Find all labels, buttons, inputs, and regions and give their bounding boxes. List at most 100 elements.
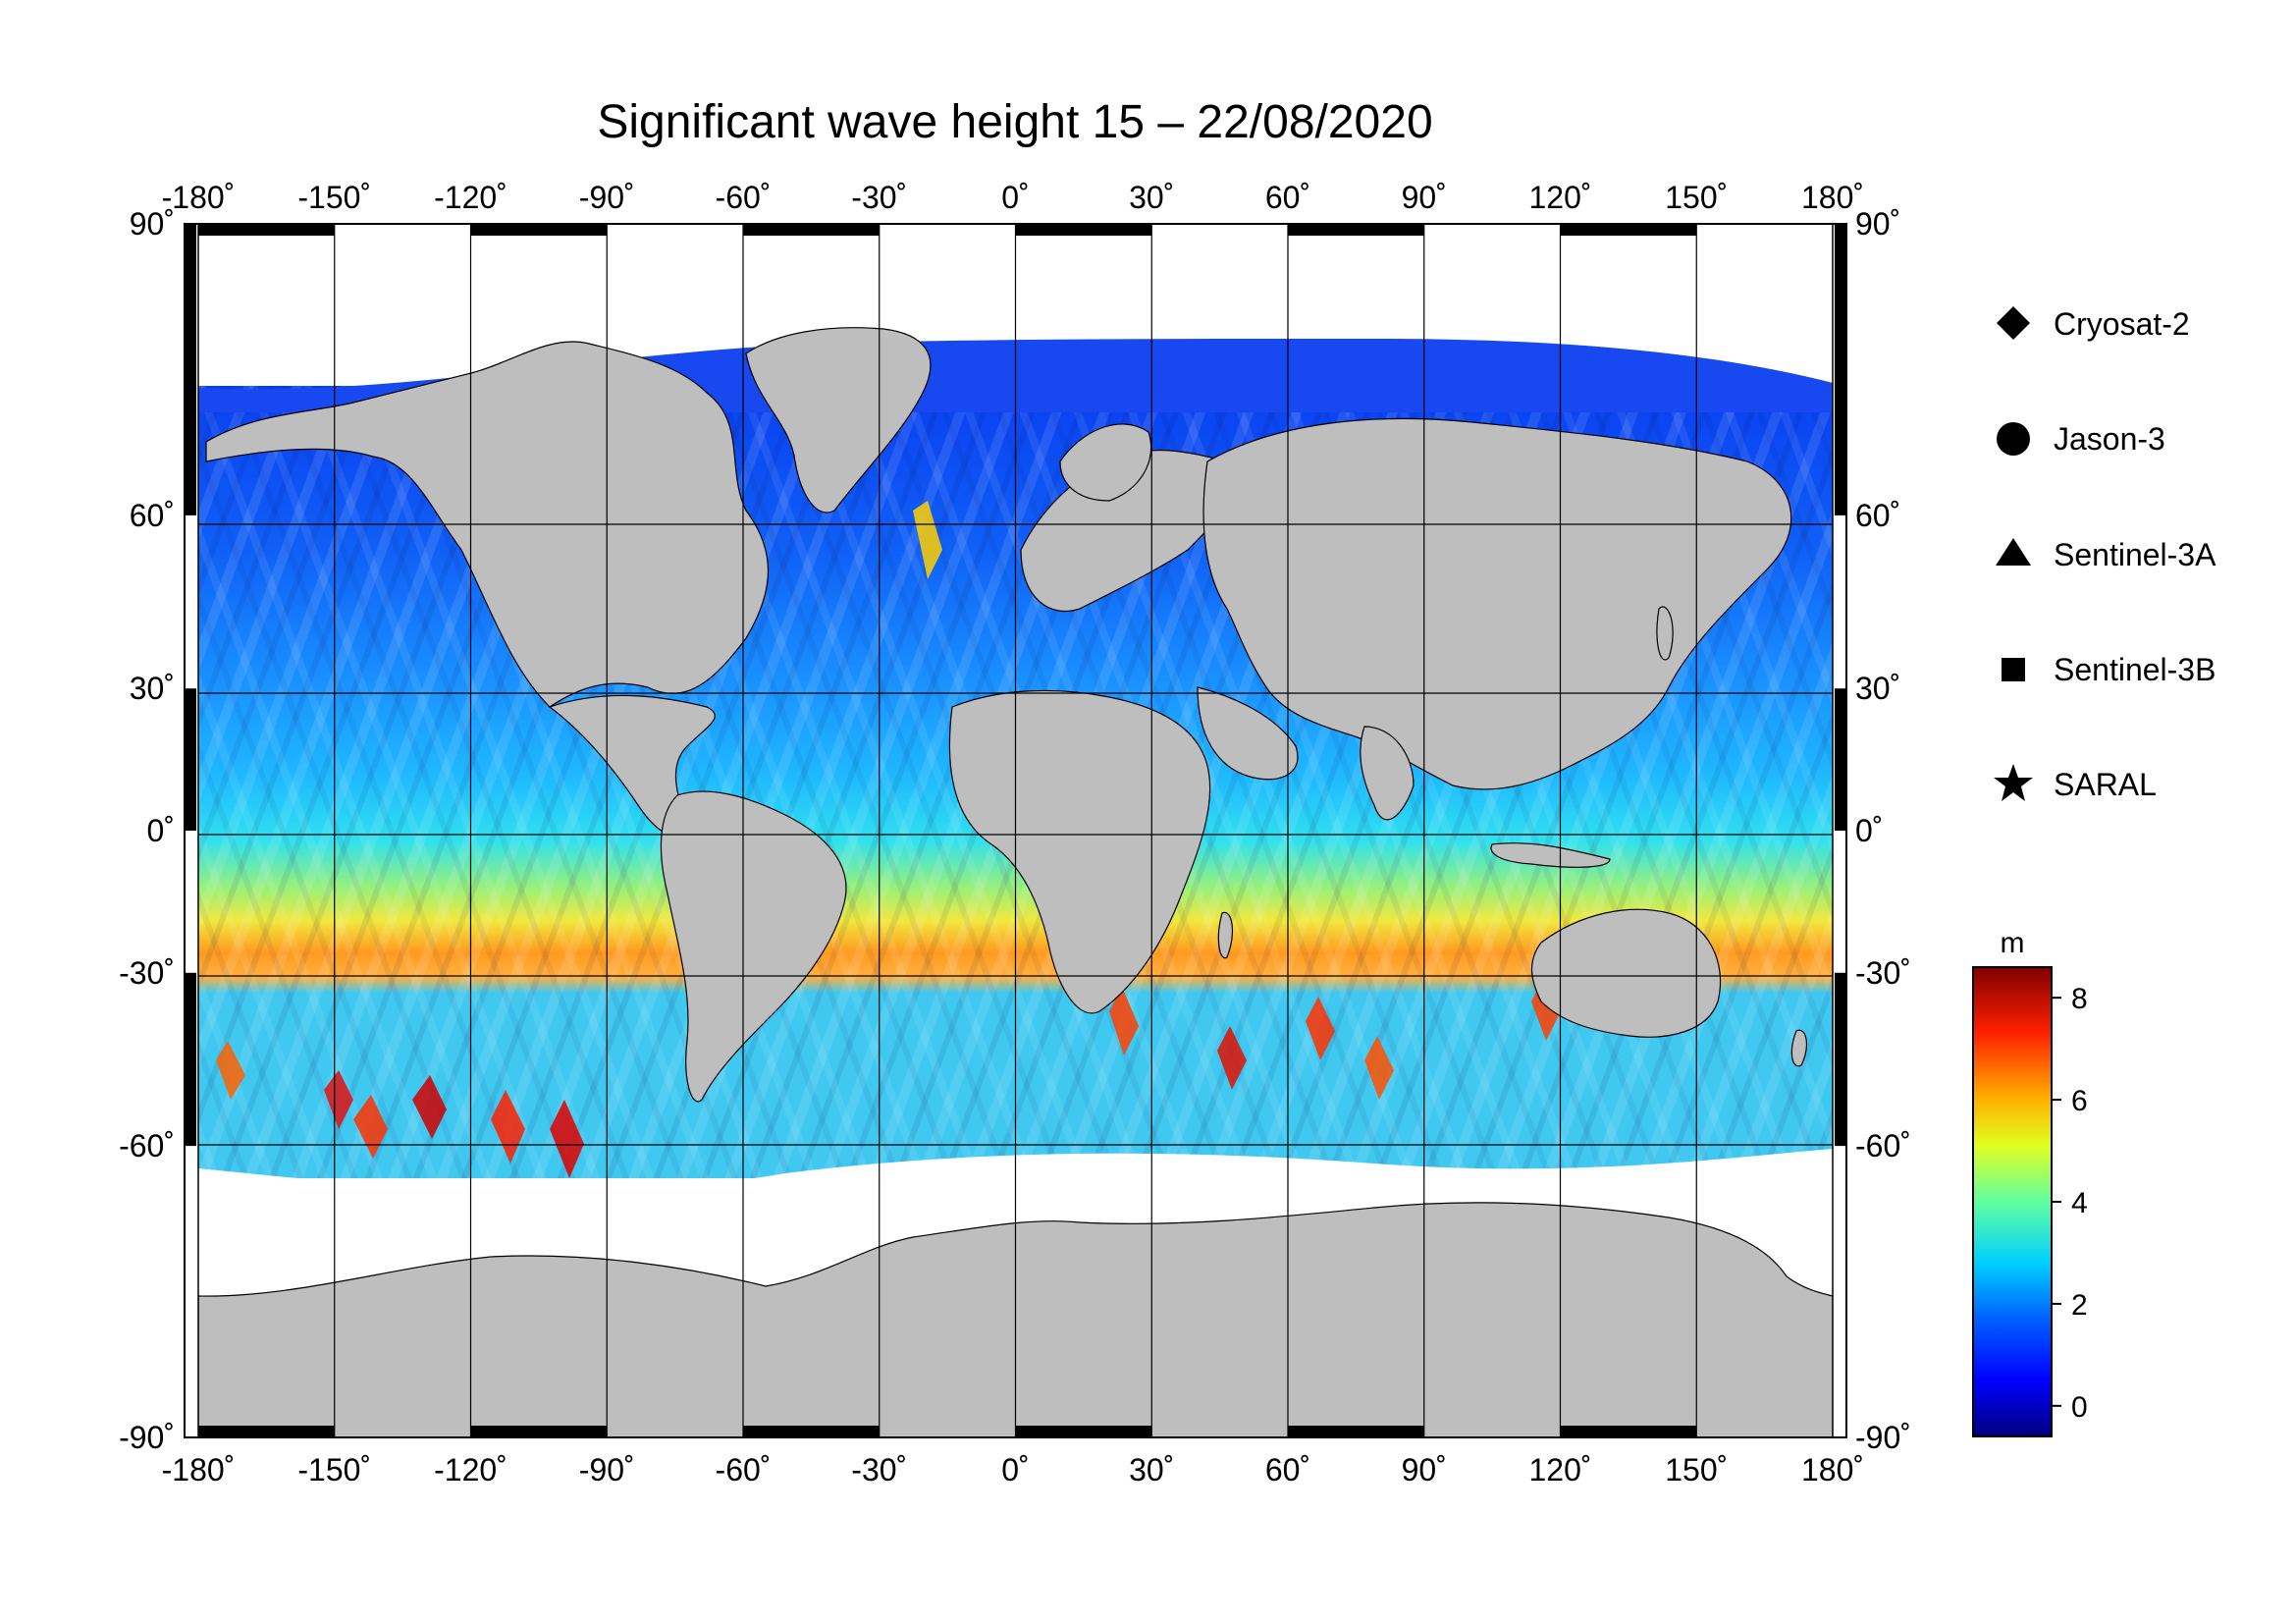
lon-tick-label: -150˚ (297, 1452, 371, 1488)
lon-tick-label: 0˚ (1001, 1452, 1029, 1488)
indonesia (1490, 842, 1611, 868)
legend-item-sentinel3a: Sentinel-3A (1996, 537, 2216, 572)
legend-label: Sentinel-3A (2054, 537, 2216, 572)
colorbar-tick-label: 0 (2071, 1391, 2088, 1424)
lon-tick-label: -90˚ (579, 1452, 635, 1488)
high-wave-patches (216, 501, 1561, 1178)
legend-label: SARAL (2054, 767, 2157, 802)
lon-tick-label: 60˚ (1265, 1452, 1310, 1488)
colorbar-tick-label: 8 (2071, 983, 2088, 1015)
greenland (745, 327, 932, 514)
colorbar-gradient (1972, 966, 2053, 1437)
frame-bar-top (198, 224, 335, 236)
lat-tick-label: 30˚ (130, 671, 175, 706)
frame-bar-bottom (1288, 1426, 1424, 1437)
lat-tick-label: 30˚ (1855, 671, 1900, 706)
lon-tick-label: -60˚ (716, 180, 772, 215)
lon-tick-label: -30˚ (851, 180, 907, 215)
lon-tick-label: 90˚ (1402, 1452, 1447, 1488)
lon-tick-label: -180˚ (162, 1452, 236, 1488)
legend-label: Jason-3 (2054, 421, 2165, 457)
lon-tick-label: -180˚ (162, 180, 236, 215)
lon-ticks-top: -180˚ -150˚ -120˚ -90˚ -60˚ -30˚ 0˚ 30˚ 60˚ 90˚ 12… (162, 180, 1864, 215)
colorbar-tick-label: 4 (2071, 1187, 2088, 1219)
legend-item-sentinel3b: Sentinel-3B (2002, 652, 2216, 687)
lon-tick-label: 120˚ (1528, 1452, 1591, 1488)
lon-tick-label: -30˚ (851, 1452, 907, 1488)
frame-bar-right (1835, 972, 1846, 1147)
lon-tick-label: -120˚ (434, 180, 507, 215)
lat-tick-label: 90˚ (130, 206, 175, 242)
frame-bar-bottom (1560, 1426, 1697, 1437)
frame-bar-left (185, 972, 196, 1147)
frame-bar-top (1015, 224, 1152, 236)
south-america (660, 790, 847, 1103)
lon-tick-label: 90˚ (1402, 180, 1447, 215)
asia (1202, 417, 1792, 790)
lat-tick-label: -30˚ (119, 955, 175, 991)
lon-tick-label: 30˚ (1129, 180, 1174, 215)
diamond-icon (1997, 306, 2030, 340)
satellite-legend: Cryosat-2 Jason-3 Sentinel-3A Sentinel-3… (1994, 306, 2216, 802)
lat-tick-label: 0˚ (1855, 813, 1883, 848)
new-zealand (1790, 1029, 1808, 1067)
lon-tick-label: -90˚ (579, 180, 635, 215)
legend-item-saral: SARAL (1994, 764, 2157, 802)
lon-tick-label: -120˚ (434, 1452, 507, 1488)
legend-item-jason: Jason-3 (1997, 421, 2165, 457)
lat-ticks-right: 90˚ 60˚ 30˚ 0˚ -30˚ -60˚ -90˚ (1855, 206, 1911, 1455)
frame-bar-bottom (743, 1426, 880, 1437)
lon-tick-label: -150˚ (297, 180, 371, 215)
frame-bar-right (1835, 224, 1846, 515)
chart-title: Significant wave height 15 – 22/08/2020 (597, 96, 1432, 148)
colorbar-tick-label: 2 (2071, 1289, 2088, 1322)
frame-bar-top (743, 224, 880, 236)
lat-tick-label: -30˚ (1855, 955, 1911, 991)
lon-ticks-bottom: -180˚ -150˚ -120˚ -90˚ -60˚ -30˚ 0˚ 30˚ 60˚ 90˚ 12… (162, 1452, 1864, 1488)
lat-tick-label: 0˚ (147, 813, 175, 848)
lon-tick-label: 0˚ (1001, 180, 1029, 215)
colorbar: m 0 2 4 6 8 (1972, 927, 2088, 1437)
colorbar-ticks: 0 2 4 6 8 (2052, 983, 2088, 1424)
frame-bar-bottom (1015, 1426, 1152, 1437)
scandinavia (1059, 423, 1152, 502)
lon-tick-label: 150˚ (1665, 180, 1728, 215)
lon-tick-label: 120˚ (1528, 180, 1591, 215)
lon-tick-label: 180˚ (1801, 1452, 1864, 1488)
lat-tick-label: -90˚ (1855, 1420, 1911, 1455)
frame-bar-right (1835, 688, 1846, 831)
circle-icon (1997, 422, 2030, 456)
frame-bar-bottom (470, 1426, 608, 1437)
lat-tick-label: -90˚ (119, 1420, 175, 1455)
lon-tick-label: 30˚ (1129, 1452, 1174, 1488)
lon-tick-label: 60˚ (1265, 180, 1310, 215)
lat-tick-label: 90˚ (1855, 206, 1900, 242)
lat-tick-label: -60˚ (1855, 1128, 1911, 1163)
frame-bar-top (470, 224, 608, 236)
lon-tick-label: 150˚ (1665, 1452, 1728, 1488)
map-area (198, 224, 1833, 1437)
frame-bar-left (185, 688, 196, 831)
frame-bar-top (1560, 224, 1697, 236)
frame-bar-left (185, 224, 196, 515)
lon-tick-label: 180˚ (1801, 180, 1864, 215)
colorbar-unit: m (2001, 927, 2025, 959)
india (1360, 726, 1415, 821)
madagascar (1217, 911, 1234, 959)
frame-bar-bottom (198, 1426, 335, 1437)
colorbar-tick-label: 6 (2071, 1085, 2088, 1117)
frame-bar-top (1288, 224, 1424, 236)
legend-label: Sentinel-3B (2054, 652, 2216, 687)
legend-item-cryosat: Cryosat-2 (1997, 306, 2190, 342)
lat-tick-label: -60˚ (119, 1128, 175, 1163)
graticule (198, 224, 1833, 1437)
lon-tick-label: -60˚ (716, 1452, 772, 1488)
square-icon (2002, 658, 2025, 681)
australia (1530, 908, 1722, 1038)
star-icon (1994, 764, 2033, 801)
arabia (1197, 686, 1299, 781)
lat-tick-label: 60˚ (130, 498, 175, 533)
frame-bars (185, 224, 1846, 1437)
legend-label: Cryosat-2 (2054, 306, 2190, 342)
